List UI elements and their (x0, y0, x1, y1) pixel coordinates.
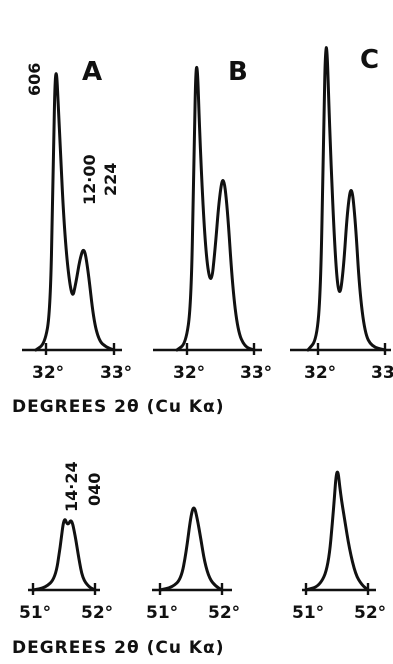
peak-label-1424: 14·24 (62, 461, 81, 512)
x-tick-label: 51° (19, 603, 51, 623)
x-tick-label: 32° (32, 363, 64, 383)
x-tick-label: 33° (100, 363, 132, 383)
x-tick-label: 52° (208, 603, 240, 623)
x-tick-label: 51° (146, 603, 178, 623)
diffraction-trace-a (34, 72, 116, 352)
x-tick-label: 32° (304, 363, 336, 383)
x-tick-label: 32° (173, 363, 205, 383)
peak-label-606: 606 (25, 63, 44, 96)
x-tick-label: 52° (81, 603, 113, 623)
x-tick-label: 51° (292, 603, 324, 623)
diffraction-trace-b (175, 66, 256, 352)
axis-title-bottom: DEGREES 2θ (Cu Kα) (12, 638, 224, 658)
x-tick-label: 52° (354, 603, 386, 623)
diffraction-trace-b (158, 506, 224, 592)
axis-title-top: DEGREES 2θ (Cu Kα) (12, 397, 224, 417)
x-tick-label: 33° (371, 363, 393, 383)
panel-letter-a: A (82, 57, 102, 87)
peak-label-040: 040 (85, 473, 104, 506)
x-tick-label: 33° (240, 363, 272, 383)
panel-letter-c: C (360, 45, 379, 75)
plot-panels: 32° 33° 32° 33° 32° 33° 51° 52° 51° 52° 51° 52° (19, 46, 393, 623)
diffraction-trace-a (31, 518, 97, 592)
diffraction-trace-c (304, 470, 370, 592)
peak-label-224: 224 (101, 163, 120, 196)
panel-letter-b: B (228, 57, 248, 87)
peak-label-1200: 12·00 (80, 154, 99, 205)
diffraction-trace-c (306, 46, 387, 352)
